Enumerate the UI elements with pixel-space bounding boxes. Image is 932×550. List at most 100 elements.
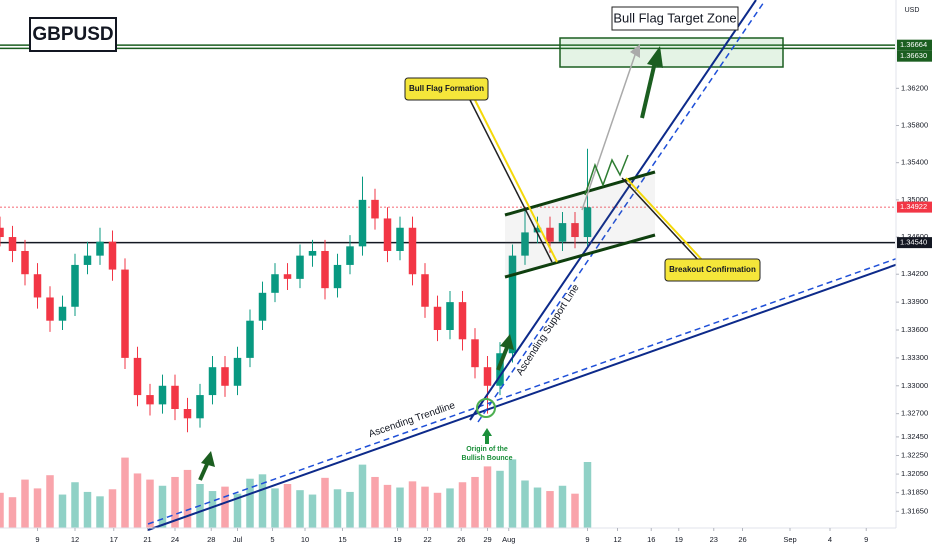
volume-bar xyxy=(358,464,367,528)
price-label-box xyxy=(897,201,932,213)
volume-bar xyxy=(371,476,379,528)
candle-body xyxy=(246,320,254,358)
title-box xyxy=(29,17,117,52)
volume-bar xyxy=(308,494,317,528)
marks xyxy=(0,44,895,528)
candle-body xyxy=(33,274,42,298)
callout-line xyxy=(621,177,701,263)
x-tick-label: 17 xyxy=(110,535,118,544)
candle-body xyxy=(558,223,567,242)
annotation: Bull Flag Formation xyxy=(409,84,484,93)
x-tick-label: 4 xyxy=(828,535,832,544)
volume-bar xyxy=(146,479,154,528)
volume-bar xyxy=(21,479,29,528)
candle-body xyxy=(108,241,117,270)
candle-body xyxy=(333,264,342,289)
volume-bar xyxy=(271,488,279,528)
volume-bar xyxy=(471,476,479,528)
volume-bar xyxy=(58,494,67,528)
x-tick-label: 9 xyxy=(864,535,868,544)
candle-body xyxy=(0,227,4,238)
x-tick-label: Jul xyxy=(233,535,243,544)
x-tick-label: 9 xyxy=(35,535,39,544)
volume-bar xyxy=(496,470,504,528)
volume-bar xyxy=(121,457,129,528)
arrowhead xyxy=(630,44,640,58)
price-label: 1.34540 xyxy=(900,238,927,247)
candle-body xyxy=(8,237,17,251)
price-axis xyxy=(896,0,932,550)
volume-bar xyxy=(546,491,554,528)
x-tick-label: 26 xyxy=(738,535,746,544)
candle-body xyxy=(221,367,229,386)
volume-bar xyxy=(183,469,192,528)
candle-body xyxy=(133,357,142,396)
candle-body xyxy=(183,409,192,419)
volume-bar xyxy=(321,477,329,528)
x-tick-label: 12 xyxy=(71,535,79,544)
arrowhead xyxy=(201,451,215,467)
price-label-box xyxy=(897,39,932,51)
price-label-box xyxy=(897,50,932,62)
volume-bar xyxy=(8,497,17,528)
candle-body xyxy=(508,255,517,354)
candle-body xyxy=(46,297,54,321)
volume-bar xyxy=(333,489,342,528)
volume-bar xyxy=(408,481,417,528)
y-tick-label: 1.32450 xyxy=(901,432,928,441)
volume-bar xyxy=(158,485,167,528)
candle-body xyxy=(21,250,29,275)
volume-bar xyxy=(33,488,42,528)
trendline-dashed xyxy=(147,245,932,525)
x-tick-label: 23 xyxy=(710,535,718,544)
candle-body xyxy=(171,385,179,410)
candle-body xyxy=(521,232,529,256)
x-tick-label: 29 xyxy=(483,535,491,544)
candle-body xyxy=(346,246,354,265)
candle-body xyxy=(321,250,329,289)
volume-bar xyxy=(0,492,4,528)
candle-body xyxy=(421,274,429,307)
x-tick-label: 21 xyxy=(143,535,151,544)
candle-body xyxy=(358,199,367,247)
support-line xyxy=(469,0,757,421)
volume-bar xyxy=(396,487,404,528)
y-tick-label: 1.35000 xyxy=(901,195,928,204)
target-zone xyxy=(559,37,784,68)
annotation: Bull Flag Target Zone xyxy=(613,10,736,25)
y-tick-label: 1.32250 xyxy=(901,450,928,459)
volume-bar xyxy=(246,478,254,528)
candle-body xyxy=(208,367,217,396)
volume-bar xyxy=(221,486,229,528)
candle-body xyxy=(433,306,442,330)
y-tick-label: 1.32700 xyxy=(901,409,928,418)
candle-body xyxy=(146,395,154,405)
volume-bar xyxy=(583,462,592,528)
candle-body xyxy=(571,223,579,238)
x-tick-label: 10 xyxy=(301,535,309,544)
x-tick-label: 28 xyxy=(207,535,215,544)
candle-body xyxy=(546,227,554,242)
candle-body xyxy=(58,306,67,321)
x-tick-label: 15 xyxy=(338,535,346,544)
target-arrow xyxy=(640,61,657,119)
volume-bar xyxy=(208,491,217,528)
callout-line xyxy=(469,99,553,263)
price-label-box xyxy=(897,237,932,249)
y-tick-label: 1.34200 xyxy=(901,269,928,278)
candle-body xyxy=(408,227,417,275)
candle-body xyxy=(271,274,279,293)
volume-bar xyxy=(446,488,454,528)
x-tick-label: 9 xyxy=(585,535,589,544)
y-tick-label: 1.33300 xyxy=(901,353,928,362)
trendline xyxy=(147,251,932,531)
volume-bar xyxy=(458,482,467,528)
callout-line xyxy=(625,177,705,263)
support-line-dashed xyxy=(477,1,765,423)
arrowhead xyxy=(500,334,514,350)
candle-body xyxy=(471,339,479,368)
y-tick-label: 1.33900 xyxy=(901,297,928,306)
candle-body xyxy=(258,292,267,321)
volume-bar xyxy=(558,485,567,528)
